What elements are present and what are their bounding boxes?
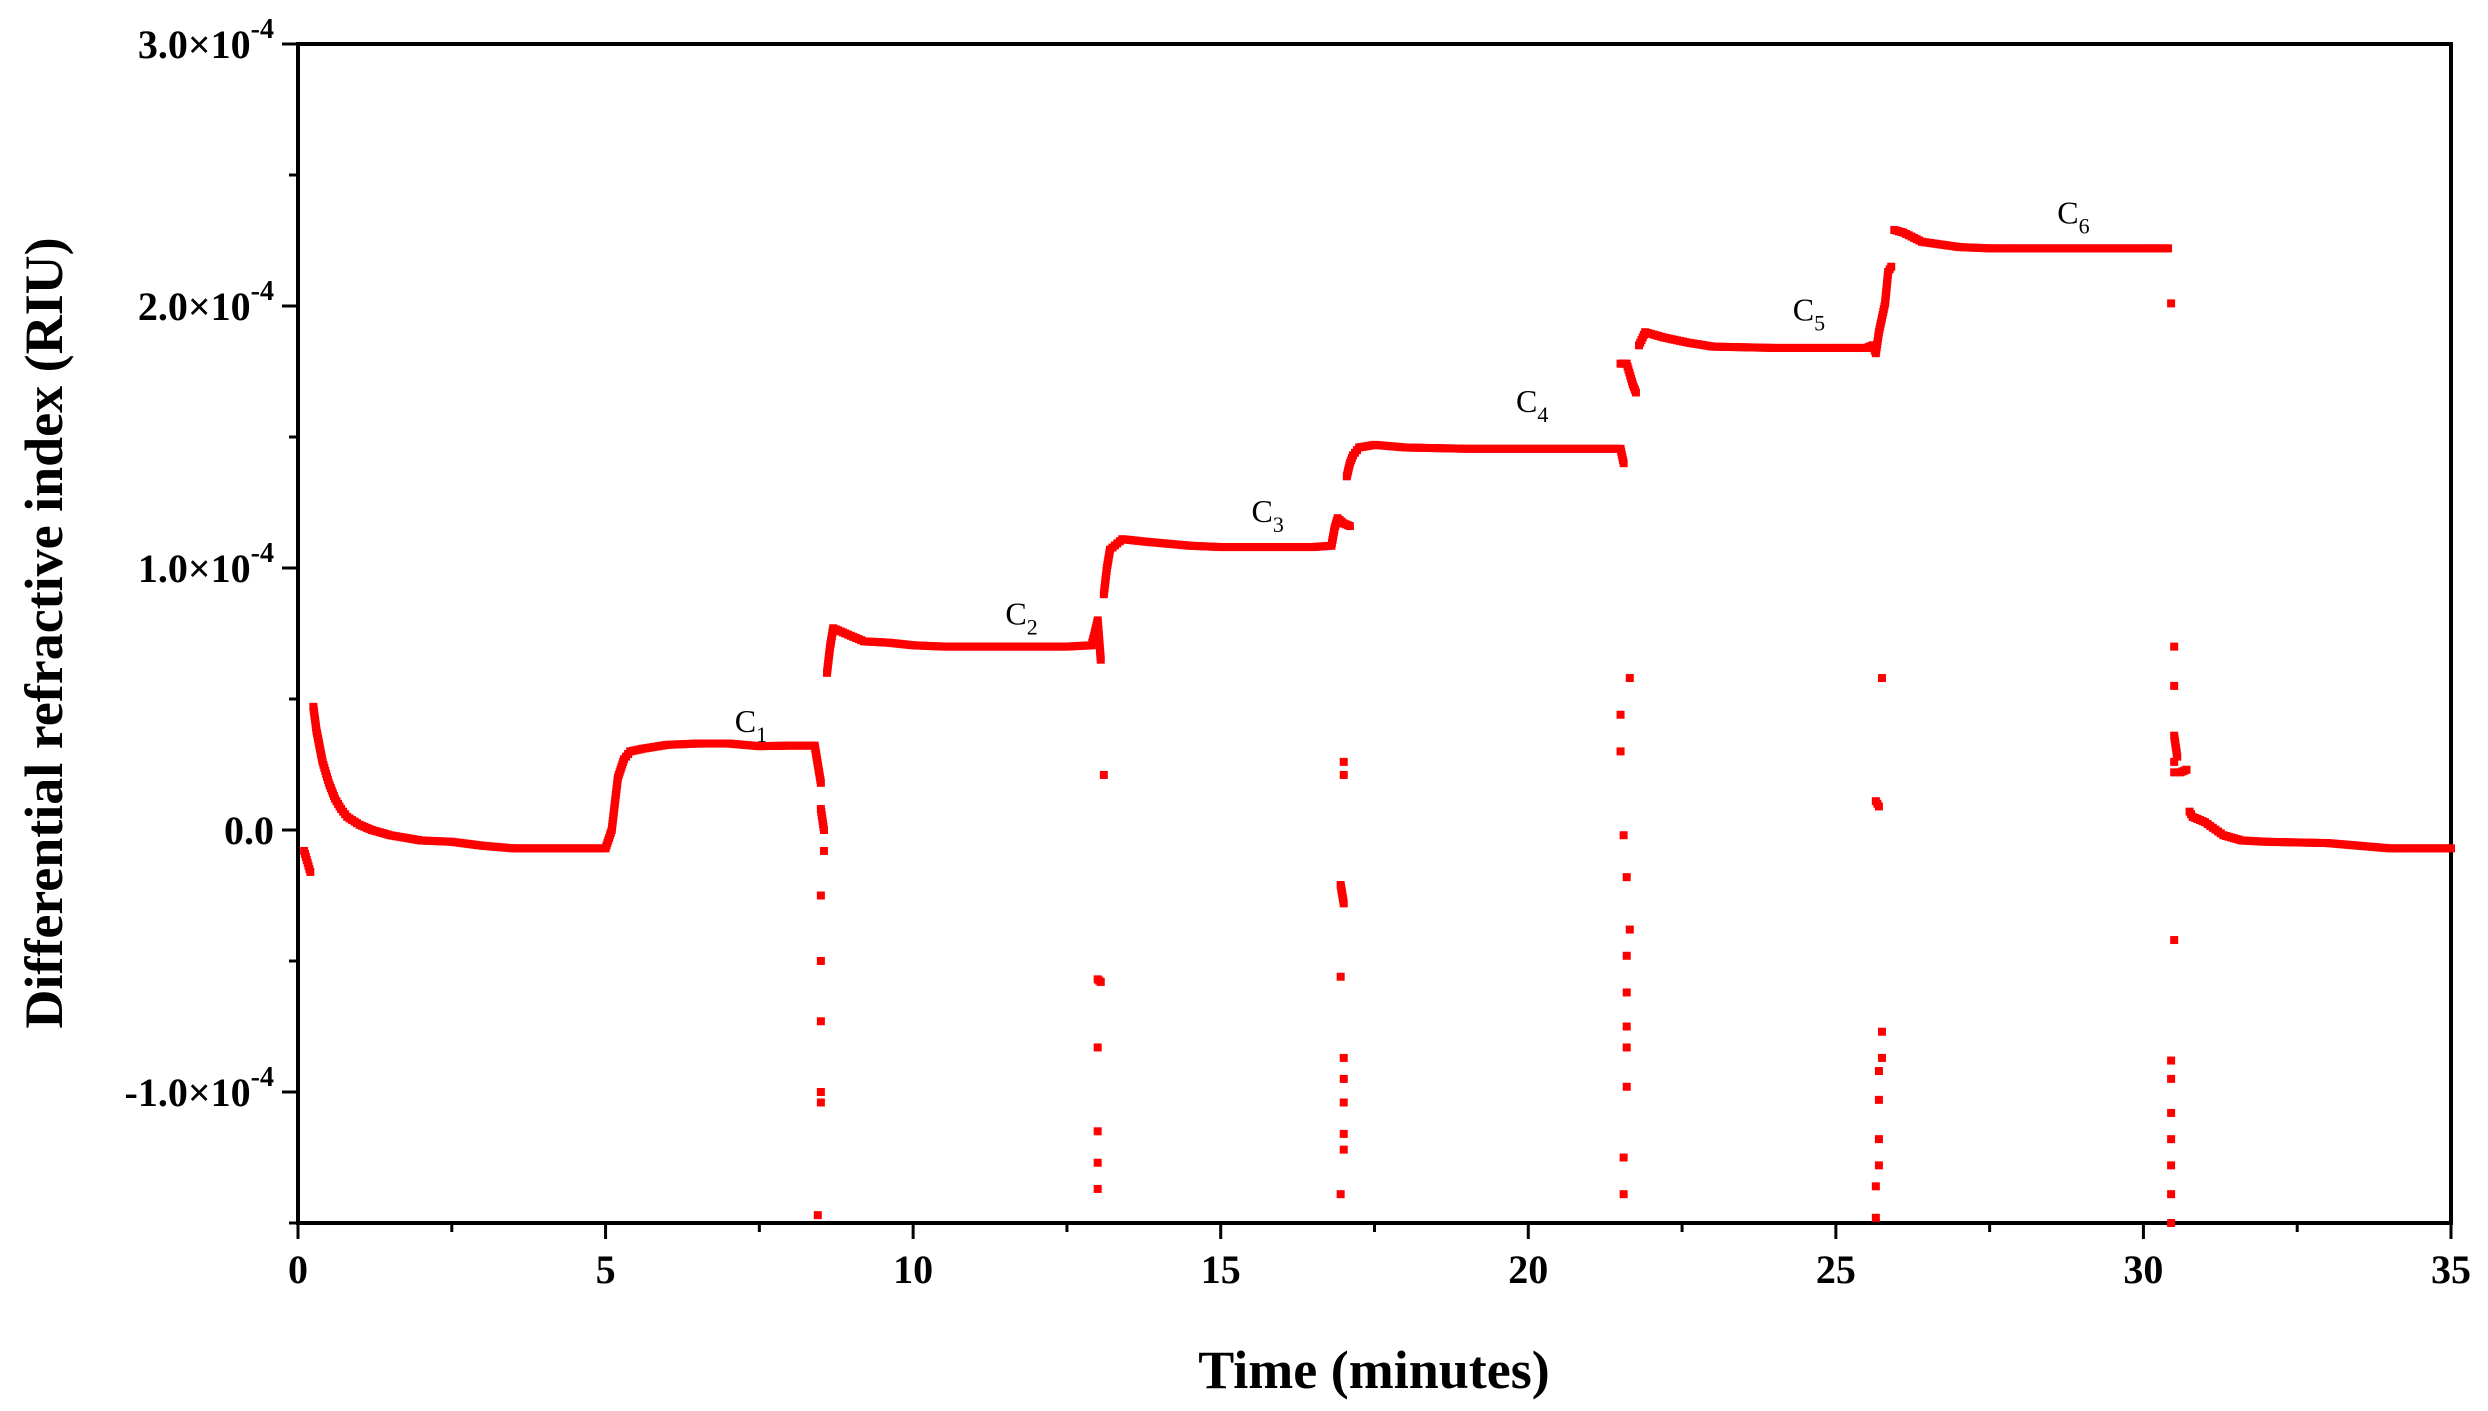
data-points (300, 226, 2455, 1227)
data-point (2170, 757, 2179, 766)
x-tick-label: 20 (1508, 1247, 1548, 1292)
y-axis-title: Differential refractive index (RIU) (14, 237, 74, 1028)
data-point (1622, 1022, 1631, 1031)
concentration-label: C3 (1251, 493, 1283, 537)
data-point (2170, 681, 2179, 690)
data-point (1622, 951, 1631, 960)
data-point (816, 1088, 825, 1096)
data-point (1874, 802, 1883, 811)
concentration-label: C2 (1005, 595, 1037, 639)
data-point (2170, 768, 2179, 777)
data-point (1099, 770, 1108, 779)
data-point (2182, 765, 2191, 774)
y-tick-label: 1.0×10-4 (138, 538, 274, 591)
data-point (1093, 1127, 1102, 1136)
data-point (1345, 522, 1354, 531)
data-point (813, 1211, 822, 1220)
data-point (2167, 1135, 2176, 1144)
data-point (1887, 262, 1896, 271)
data-point (2170, 936, 2179, 945)
x-tick-label: 15 (1201, 1247, 1241, 1292)
data-point (1619, 1190, 1628, 1199)
data-point (816, 957, 825, 965)
data-point (1336, 1190, 1345, 1199)
data-point (1336, 972, 1345, 981)
y-tick-label: -1.0×10-4 (125, 1062, 274, 1115)
data-point (1096, 977, 1105, 986)
data-point (1622, 873, 1631, 882)
x-tick-label: 5 (596, 1247, 616, 1292)
data-point (1093, 1043, 1102, 1052)
data-point (816, 891, 825, 900)
data-point (1625, 674, 1634, 683)
annotations: C1 C2 C3 C4 C5 C6 (735, 194, 2090, 746)
data-point (1096, 655, 1105, 664)
y-tick-label: 2.0×10-4 (138, 276, 274, 329)
data-point (1616, 710, 1625, 719)
data-point (1874, 1095, 1883, 1104)
data-point (1874, 1067, 1883, 1076)
x-tick-label: 10 (893, 1247, 933, 1292)
data-point (1877, 1027, 1886, 1036)
data-point (1877, 674, 1886, 683)
data-point (2173, 752, 2182, 761)
data-point (1631, 388, 1640, 397)
concentration-label: C1 (735, 703, 767, 747)
y-tick-label: 0.0 (224, 808, 274, 853)
y-tick-label: 3.0×10-4 (138, 14, 274, 67)
data-point (2170, 642, 2179, 651)
data-point (2167, 1074, 2176, 1083)
x-axis-title: Time (minutes) (1198, 1340, 1549, 1400)
data-point (2167, 1108, 2176, 1117)
axis-ticks (282, 42, 2453, 1239)
data-point (1093, 1158, 1102, 1167)
x-tick-label: 0 (288, 1247, 308, 1292)
data-point (1874, 1135, 1883, 1144)
x-tick-label: 35 (2431, 1247, 2471, 1292)
data-point (1093, 1184, 1102, 1193)
data-point (1622, 1082, 1631, 1091)
data-point (1339, 1098, 1348, 1107)
data-point (816, 778, 825, 787)
data-point (2167, 1190, 2176, 1199)
data-point (1619, 831, 1628, 840)
concentration-label: C5 (1793, 291, 1825, 335)
plot-frame (296, 42, 2453, 1225)
data-point (1874, 1161, 1883, 1170)
data-point (1619, 459, 1628, 468)
data-point (1625, 925, 1634, 934)
data-point (1339, 1145, 1348, 1154)
data-point (1619, 1153, 1628, 1162)
data-point (1339, 1074, 1348, 1083)
data-point (1339, 1129, 1348, 1138)
data-point (2167, 1056, 2176, 1065)
x-tick-label: 25 (1816, 1247, 1856, 1292)
data-point (1339, 757, 1348, 766)
data-point (2164, 244, 2173, 253)
data-point (2167, 1161, 2176, 1170)
data-point (816, 1098, 825, 1107)
data-point (819, 846, 828, 855)
data-point (1616, 747, 1625, 756)
data-point (2167, 299, 2176, 308)
data-point (306, 867, 315, 876)
data-point (819, 826, 828, 834)
data-point (1339, 770, 1348, 779)
concentration-label: C4 (1516, 383, 1548, 427)
x-tick-label: 30 (2123, 1247, 2163, 1292)
data-point (1877, 1053, 1886, 1062)
data-point (1622, 988, 1631, 997)
data-point (1339, 1053, 1348, 1062)
data-point (2447, 844, 2455, 853)
data-point (1871, 1182, 1880, 1191)
concentration-label: C6 (2057, 194, 2089, 238)
data-point (1871, 1213, 1880, 1222)
data-point (2167, 1219, 2176, 1227)
data-point (1339, 899, 1348, 908)
data-point (816, 1017, 825, 1026)
data-point (1622, 1043, 1631, 1052)
